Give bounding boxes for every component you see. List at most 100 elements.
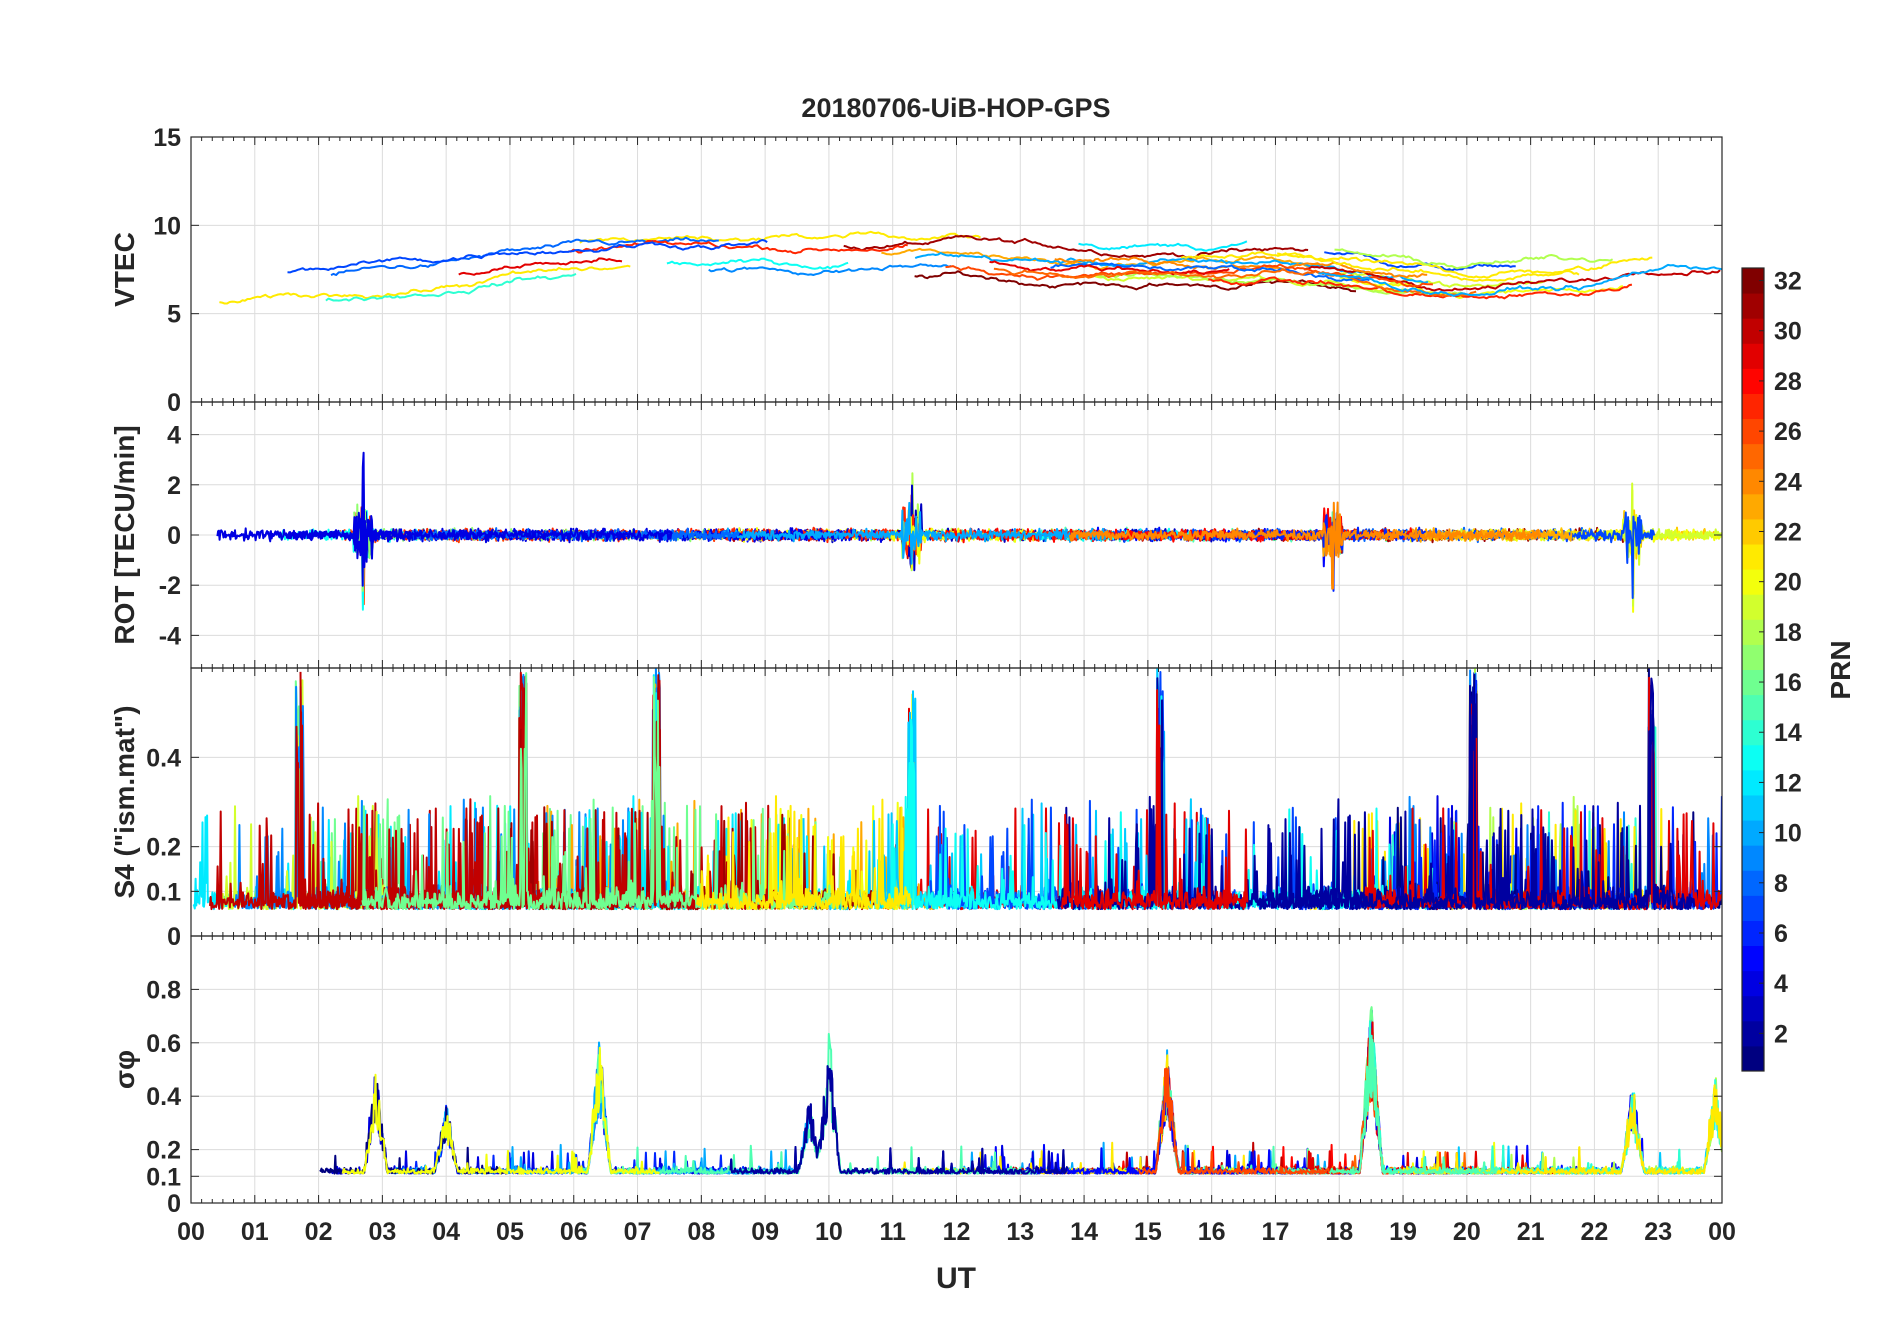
colorbar-segment bbox=[1742, 769, 1764, 796]
colorbar-segment bbox=[1742, 920, 1764, 947]
x-tick-label: 06 bbox=[560, 1218, 588, 1246]
trace-prn-21 bbox=[1277, 252, 1653, 279]
colorbar-tick-label: 8 bbox=[1774, 870, 1788, 898]
x-tick-label: 18 bbox=[1325, 1218, 1353, 1246]
y-tick-label: 10 bbox=[153, 212, 181, 240]
x-tick-label: 17 bbox=[1262, 1218, 1290, 1246]
colorbar-segment bbox=[1742, 619, 1764, 645]
trace-prn-15 bbox=[1328, 1036, 1499, 1175]
trace-prn-24 bbox=[1068, 501, 1542, 590]
trace-prn-12 bbox=[1078, 240, 1248, 252]
colorbar-segment bbox=[1742, 694, 1764, 721]
y-axis-label-rot: ROT [TECU/min] bbox=[109, 425, 140, 644]
trace-prn-10 bbox=[1318, 263, 1722, 297]
x-tick-label: 22 bbox=[1581, 1218, 1609, 1246]
colorbar-tick-label: 26 bbox=[1774, 418, 1802, 446]
y-tick-label: 0.1 bbox=[146, 1163, 181, 1191]
traces-sigma_phi bbox=[319, 1006, 1722, 1175]
y-axis-label-sigma_phi: σφ bbox=[109, 1050, 140, 1089]
x-tick-label: 01 bbox=[241, 1218, 269, 1246]
x-tick-label: 11 bbox=[879, 1218, 906, 1246]
colorbar-segment bbox=[1742, 744, 1764, 771]
trace-prn-30 bbox=[1303, 265, 1721, 292]
y-tick-label: 15 bbox=[153, 124, 181, 152]
trace-prn-25 bbox=[993, 267, 1477, 297]
y-tick-label: 2 bbox=[167, 472, 181, 500]
traces-s4 bbox=[192, 668, 1722, 911]
colorbar-segment bbox=[1742, 293, 1764, 319]
trace-prn-13 bbox=[666, 257, 849, 270]
colorbar-tick-label: 20 bbox=[1774, 569, 1802, 597]
x-tick-label: 08 bbox=[687, 1218, 715, 1246]
colorbar-segment bbox=[1742, 443, 1764, 470]
trace-prn-10 bbox=[720, 501, 1107, 565]
colorbar-tick-label: 16 bbox=[1774, 669, 1802, 697]
trace-prn-4 bbox=[216, 451, 673, 569]
panel-vtec: 0 5 10 15 VTEC bbox=[109, 124, 1723, 417]
colorbar-segment bbox=[1742, 845, 1764, 871]
colorbar-segment bbox=[1742, 343, 1764, 369]
y-tick-label: 0.6 bbox=[146, 1030, 181, 1058]
y-tick-label: -2 bbox=[159, 572, 181, 600]
colorbar-tick-label: 2 bbox=[1774, 1020, 1788, 1048]
y-axis-label-s4: S4 ("ism.mat") bbox=[109, 705, 140, 898]
trace-prn-20 bbox=[341, 1046, 660, 1175]
y-tick-label: 0 bbox=[167, 389, 181, 417]
x-tick-label: 20 bbox=[1453, 1218, 1481, 1246]
x-tick-label: 07 bbox=[624, 1218, 652, 1246]
trace-prn-24 bbox=[1054, 256, 1428, 279]
trace-prn-10 bbox=[914, 252, 1429, 284]
colorbar-segment bbox=[1742, 318, 1764, 344]
colorbar-segment bbox=[1742, 870, 1764, 896]
colorbar-tick-label: 12 bbox=[1774, 769, 1802, 797]
colorbar-segment bbox=[1742, 594, 1764, 620]
colorbar-segment bbox=[1742, 719, 1764, 746]
colorbar-tick-label: 32 bbox=[1774, 268, 1802, 296]
colorbar-tick-label: 4 bbox=[1774, 970, 1788, 998]
x-tick-label: 02 bbox=[305, 1218, 333, 1246]
trace-prn-29 bbox=[989, 260, 1230, 276]
y-tick-label: 0 bbox=[167, 522, 181, 550]
y-tick-label: 0.8 bbox=[146, 976, 181, 1004]
colorbar-tick-label: 24 bbox=[1774, 468, 1802, 496]
y-tick-label: 0 bbox=[167, 1190, 181, 1218]
colorbar-frame bbox=[1741, 267, 1765, 1072]
colorbar-segment bbox=[1742, 1020, 1764, 1047]
colorbar-segment bbox=[1742, 368, 1764, 394]
colorbar-label: PRN bbox=[1825, 640, 1856, 699]
x-tick-label: 13 bbox=[1006, 1218, 1034, 1246]
trace-prn-9 bbox=[708, 263, 952, 276]
trace-prn-21 bbox=[219, 264, 631, 305]
colorbar-tick-label: 28 bbox=[1774, 368, 1802, 396]
colorbar-segment bbox=[1742, 268, 1764, 294]
trace-prn-2 bbox=[729, 1065, 1069, 1175]
trace-prn-19 bbox=[1092, 274, 1410, 293]
x-tick-label: 04 bbox=[432, 1218, 460, 1246]
x-tick-label: 21 bbox=[1517, 1218, 1545, 1246]
colorbar-tick-label: 10 bbox=[1774, 820, 1802, 848]
colorbar-segment bbox=[1742, 945, 1764, 972]
x-tick-label: 15 bbox=[1134, 1218, 1162, 1246]
y-tick-label: 5 bbox=[167, 301, 181, 329]
colorbar-segment bbox=[1742, 569, 1764, 595]
trace-prn-21 bbox=[579, 230, 982, 244]
trace-prn-18 bbox=[1334, 248, 1614, 270]
x-tick-label: 03 bbox=[368, 1218, 396, 1246]
y-tick-label: 0.1 bbox=[146, 878, 181, 906]
colorbar-tick-label: 30 bbox=[1774, 318, 1802, 346]
colorbar-segment bbox=[1742, 493, 1764, 520]
panel-rot: -4 -2 0 2 4 ROT [TECU/min] bbox=[109, 401, 1723, 669]
colorbar-tick-label: 14 bbox=[1774, 719, 1802, 747]
colorbar-segment bbox=[1742, 669, 1764, 696]
traces-vtec bbox=[219, 230, 1722, 305]
y-axis-label-vtec: VTEC bbox=[109, 232, 140, 307]
x-tick-label: 16 bbox=[1198, 1218, 1226, 1246]
colorbar-segment bbox=[1742, 820, 1764, 846]
colorbar-segment bbox=[1742, 794, 1764, 821]
x-axis: 00 01 02 03 04 05 06 07 08 09 10 11 12 13 14 15 16 17 18 19… bbox=[177, 1218, 1736, 1246]
colorbar-tick-label: 18 bbox=[1774, 619, 1802, 647]
y-tick-label: 0.2 bbox=[146, 834, 181, 862]
